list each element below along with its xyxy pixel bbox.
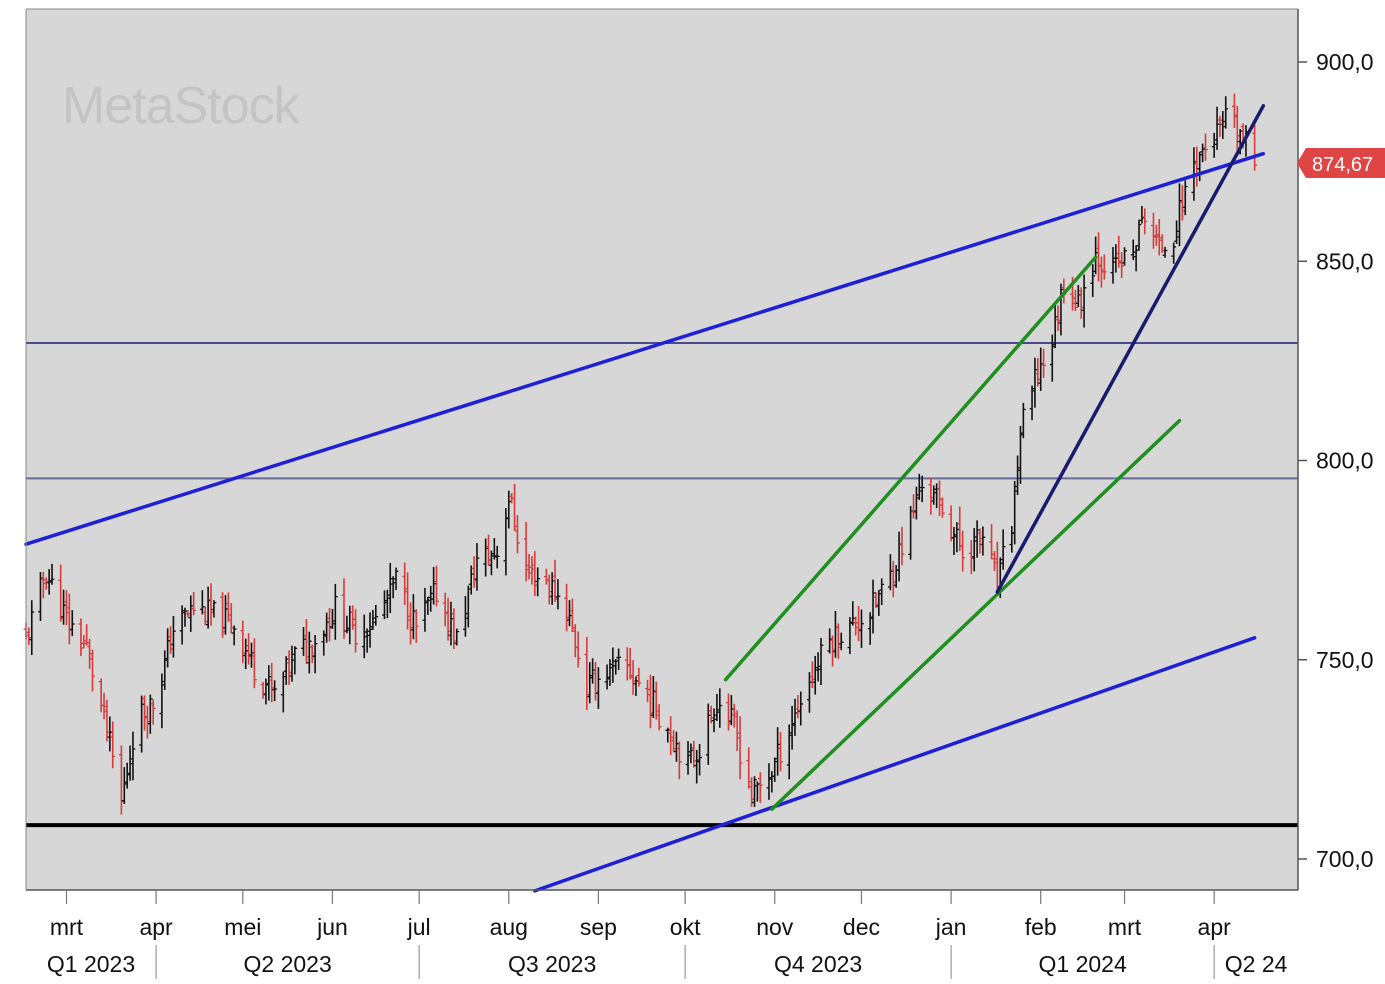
y-tick-label: 750,0 [1316,647,1374,673]
x-month-label: okt [670,914,701,940]
y-axis: 900,0 850,0 800,0 750,0 700,0 [1297,9,1374,890]
x-quarter-label: Q2 24 [1225,951,1288,977]
x-month-label: sep [580,914,617,940]
x-month-label: jun [316,914,348,940]
last-price-label: 874,67 [1312,154,1373,176]
plot-area [26,9,1298,890]
x-month-label: dec [843,914,880,940]
x-quarter-label: Q2 2023 [244,951,332,977]
last-price-tag-shape [1297,148,1385,178]
x-month-label: apr [139,914,173,940]
x-quarter-label: Q3 2023 [508,951,596,977]
watermark-text: MetaStock [62,77,301,135]
x-month-label: mei [224,914,261,940]
y-tick-label: 700,0 [1316,846,1374,872]
x-month-label: feb [1025,914,1057,940]
x-month-label: aug [490,914,528,940]
trendline [533,636,1257,893]
trendline [770,418,1182,811]
x-month-label: jan [935,914,967,940]
x-quarter-label: Q1 2023 [47,951,135,977]
trendline [24,151,1266,546]
y-tick-label: 800,0 [1316,448,1374,474]
trendline [995,104,1266,594]
x-month-label: mrt [1108,914,1142,940]
x-month-label: nov [756,914,794,940]
x-month-label: jul [407,914,431,940]
last-price-tag: 874,67 [1297,148,1385,178]
x-quarter-label: Q4 2023 [774,951,862,977]
x-axis-panel [0,890,1298,979]
trendlines [24,104,1266,893]
price-bars [23,93,1258,815]
y-tick-label: 850,0 [1316,248,1374,274]
trendline [723,255,1098,682]
y-tick-label: 900,0 [1316,49,1374,75]
x-month-label: mrt [50,914,84,940]
x-quarter-label: Q1 2024 [1039,951,1127,977]
x-month-label: apr [1198,914,1232,940]
x-axis: mrt apr mei jun jul aug sep okt nov dec jan feb mrt a… [25,8,1298,979]
